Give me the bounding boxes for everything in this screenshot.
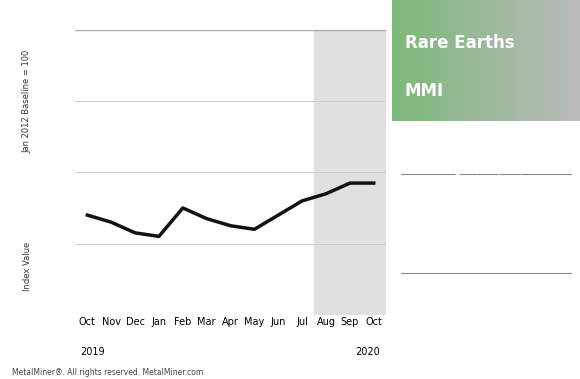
- Text: MetalMiner®. All rights reserved. MetalMiner.com: MetalMiner®. All rights reserved. MetalM…: [12, 368, 203, 377]
- Text: Rare Earths: Rare Earths: [405, 34, 514, 52]
- Text: September to: September to: [454, 174, 530, 184]
- Text: MMI: MMI: [405, 83, 444, 100]
- Text: 2020: 2020: [355, 347, 380, 357]
- Text: Flat: Flat: [454, 243, 474, 252]
- Text: October: October: [454, 208, 498, 218]
- Text: 2019: 2019: [81, 347, 105, 357]
- Text: Jan 2012 Baseline = 100: Jan 2012 Baseline = 100: [23, 50, 32, 153]
- Bar: [314, 30, 386, 315]
- Text: Index Value: Index Value: [23, 242, 32, 291]
